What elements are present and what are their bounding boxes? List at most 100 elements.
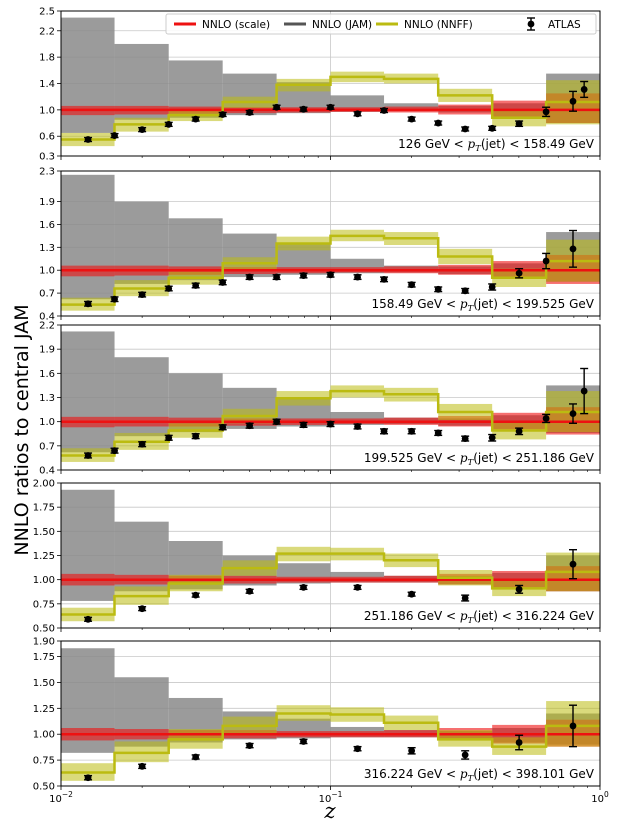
atlas-marker [434, 429, 442, 437]
annotation-prefix: 158.49 GeV < [371, 297, 459, 311]
plot-area [61, 648, 600, 782]
atlas-marker [192, 753, 200, 761]
atlas-marker [569, 245, 577, 253]
atlas-marker [273, 418, 281, 426]
nnff-central-line [61, 552, 600, 616]
atlas-point [299, 584, 308, 591]
atlas-points [84, 704, 578, 782]
legend-swatch [527, 20, 535, 28]
atlas-marker [219, 111, 227, 118]
y-tick-label: 1.6 [39, 369, 55, 380]
legend-item: NNLO (NNFF) [376, 19, 473, 31]
atlas-point [461, 125, 470, 133]
atlas-marker [273, 103, 281, 111]
y-tick-label: 0.6 [39, 132, 55, 143]
atlas-marker [246, 422, 254, 430]
atlas-marker [300, 584, 307, 591]
x-tick-exponent: 0 [604, 790, 609, 799]
atlas-point [299, 105, 308, 113]
atlas-marker [219, 423, 227, 431]
panel-1: 0.3 0.6 1.0 1.4 1.8 2.2 2.5 126 GeV < pT(jet) <… [39, 7, 601, 163]
atlas-point [515, 734, 524, 751]
y-tick-label: 0.4 [39, 312, 55, 323]
atlas-marker [461, 287, 469, 295]
atlas-marker [246, 742, 254, 750]
atlas-point [191, 753, 200, 761]
annotation-subscript: T [468, 304, 475, 314]
atlas-marker [246, 109, 254, 116]
y-tick-label: 1.6 [39, 220, 55, 231]
annotation-prefix: 251.186 GeV < [364, 609, 460, 623]
y-tick-label: 1.00 [33, 575, 55, 586]
atlas-point [245, 273, 254, 281]
atlas-point [488, 124, 497, 132]
atlas-point [353, 423, 362, 430]
atlas-point [407, 281, 416, 289]
atlas-marker [354, 584, 361, 591]
atlas-point [407, 746, 416, 755]
atlas-marker [300, 105, 307, 113]
x-tick-base: 10 [49, 794, 62, 805]
annotation-subscript: T [468, 458, 475, 468]
legend-item: ATLAS [527, 17, 581, 31]
atlas-marker [434, 285, 442, 293]
atlas-marker [138, 440, 146, 448]
atlas-marker [165, 434, 173, 442]
x-tick-labels: 10−2 10−1 100 [49, 790, 609, 805]
atlas-point [569, 403, 578, 424]
atlas-point [580, 80, 589, 99]
atlas-marker [246, 587, 254, 595]
atlas-marker [138, 762, 146, 770]
y-tick-label: 0.7 [39, 441, 55, 452]
y-ticks: 0.50 0.75 1.00 1.25 1.50 1.75 2.00 [33, 479, 61, 635]
x-tick-marks [60, 786, 601, 790]
atlas-point [434, 285, 443, 293]
atlas-point [110, 295, 119, 303]
atlas-point [515, 267, 524, 279]
atlas-point [542, 413, 551, 424]
x-tick-marks [60, 316, 601, 320]
atlas-point [272, 103, 281, 111]
atlas-point [110, 447, 119, 455]
atlas-marker [542, 257, 550, 265]
atlas-marker [300, 272, 307, 279]
y-tick-label: 1.25 [33, 704, 55, 715]
atlas-marker [111, 132, 118, 139]
y-tick-label: 2.00 [33, 479, 55, 490]
atlas-point [164, 434, 173, 442]
panel-5: 0.50 0.75 1.00 1.25 1.50 1.75 1.90 316.224 GeV … [33, 637, 601, 793]
legend-item: NNLO (JAM) [284, 19, 372, 31]
atlas-point [245, 742, 254, 750]
atlas-marker [246, 273, 254, 281]
y-tick-label: 0.3 [39, 152, 55, 163]
y-tick-label: 0.50 [33, 624, 55, 635]
y-tick-label: 1.50 [33, 678, 55, 689]
atlas-point [515, 120, 524, 128]
atlas-point [138, 762, 147, 770]
legend-label: NNLO (NNFF) [404, 19, 473, 31]
annotation-subscript: T [475, 144, 482, 154]
atlas-point [380, 275, 389, 283]
atlas-marker [327, 420, 334, 428]
atlas-point [84, 300, 93, 308]
panel-3: 0.4 0.7 1.0 1.3 1.6 1.9 2.2 199.525 GeV < pT(je… [39, 321, 601, 477]
annotation-p: p [460, 609, 468, 623]
atlas-point [84, 452, 93, 459]
legend-item: NNLO (scale) [174, 19, 270, 31]
atlas-point [245, 109, 254, 116]
atlas-marker [408, 747, 416, 755]
atlas-points [84, 229, 578, 308]
atlas-marker [569, 97, 577, 105]
atlas-marker [327, 103, 334, 111]
y-tick-label: 1.25 [33, 551, 55, 562]
y-ticks: 0.50 0.75 1.00 1.25 1.50 1.75 1.90 [33, 637, 61, 793]
atlas-point [218, 111, 227, 118]
atlas-marker [542, 415, 550, 422]
annotation-subscript: T [468, 616, 475, 626]
atlas-point [434, 119, 443, 127]
atlas-point [326, 103, 335, 111]
atlas-marker [192, 432, 200, 440]
atlas-point [326, 420, 335, 428]
atlas-marker [84, 615, 92, 623]
